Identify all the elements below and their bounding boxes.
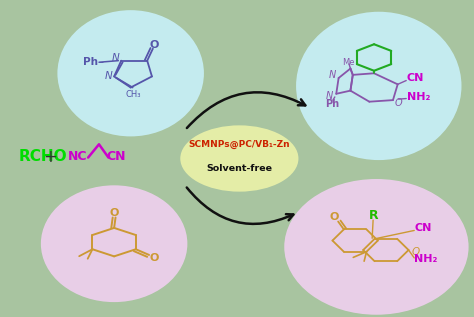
Text: –: – <box>99 57 104 67</box>
Text: NC: NC <box>67 151 87 164</box>
Text: O: O <box>149 253 158 263</box>
Text: O: O <box>150 40 159 50</box>
Text: CN: CN <box>107 151 126 164</box>
Text: O: O <box>411 247 419 256</box>
Text: NH₂: NH₂ <box>414 255 438 264</box>
Text: N: N <box>326 91 333 101</box>
Ellipse shape <box>296 12 462 160</box>
Ellipse shape <box>57 10 204 136</box>
Ellipse shape <box>41 185 187 302</box>
Text: RCHO: RCHO <box>18 149 67 165</box>
Text: Ph: Ph <box>326 99 339 109</box>
Text: Me: Me <box>342 58 354 67</box>
Text: N: N <box>105 71 112 81</box>
Text: Solvent-free: Solvent-free <box>206 164 273 173</box>
Text: CN: CN <box>415 223 432 233</box>
Text: O: O <box>395 98 402 108</box>
Text: NH₂: NH₂ <box>407 92 431 102</box>
Text: N: N <box>112 53 119 63</box>
Text: SCMNPs@PC/VB₁-Zn: SCMNPs@PC/VB₁-Zn <box>189 140 290 149</box>
Text: Ph: Ph <box>83 57 98 67</box>
Text: CH₃: CH₃ <box>125 90 141 99</box>
Text: R: R <box>369 209 379 222</box>
Text: O: O <box>330 212 339 222</box>
Text: N: N <box>328 70 336 80</box>
Ellipse shape <box>180 125 299 192</box>
Text: CN: CN <box>407 73 424 83</box>
Ellipse shape <box>284 179 469 315</box>
Text: +: + <box>44 148 57 166</box>
Text: O: O <box>110 208 119 218</box>
